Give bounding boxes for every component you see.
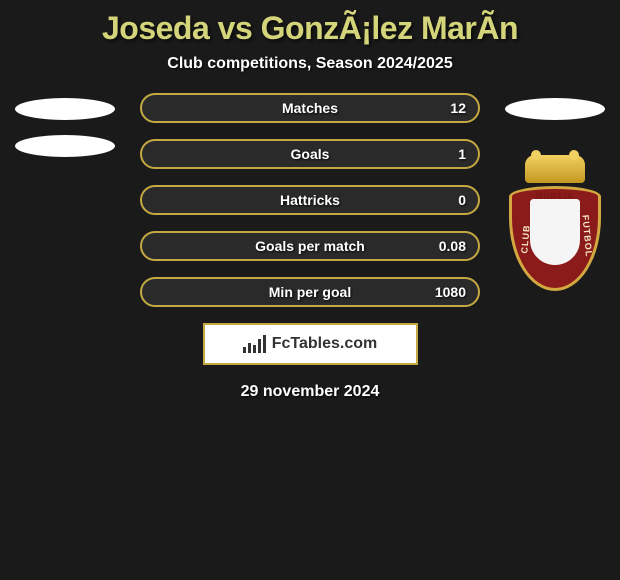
page-title: Joseda vs GonzÃ¡lez MarÃ­n xyxy=(0,0,620,55)
player-placeholder-shape xyxy=(15,98,115,120)
left-player-panel xyxy=(10,93,120,172)
stat-value-right: 1080 xyxy=(435,284,466,300)
stat-label: Goals xyxy=(142,146,478,162)
stat-label: Matches xyxy=(142,100,478,116)
stat-row-goals-per-match: Goals per match 0.08 xyxy=(140,231,480,261)
content-area: Matches 12 Goals 1 Hattricks 0 Goals per… xyxy=(0,93,620,401)
crown-icon xyxy=(525,155,585,183)
shield-icon: MURCIA CLUB FUTBOL xyxy=(509,186,601,291)
player-placeholder-shape xyxy=(15,135,115,157)
crest-text-top: MURCIA xyxy=(536,192,574,201)
page-subtitle: Club competitions, Season 2024/2025 xyxy=(0,55,620,93)
stat-label: Hattricks xyxy=(142,192,478,208)
fctables-badge[interactable]: FcTables.com xyxy=(203,323,418,365)
stat-row-min-per-goal: Min per goal 1080 xyxy=(140,277,480,307)
stat-row-matches: Matches 12 xyxy=(140,93,480,123)
right-player-panel: MURCIA CLUB FUTBOL xyxy=(500,93,610,305)
stat-value-right: 0.08 xyxy=(439,238,466,254)
date-label: 29 november 2024 xyxy=(140,383,480,401)
crest-text-right: FUTBOL xyxy=(580,214,594,257)
stat-row-hattricks: Hattricks 0 xyxy=(140,185,480,215)
bar-chart-icon xyxy=(243,335,266,353)
stat-value-right: 1 xyxy=(458,146,466,162)
site-brand-label: FcTables.com xyxy=(272,335,378,353)
stat-row-goals: Goals 1 xyxy=(140,139,480,169)
player-placeholder-shape xyxy=(505,98,605,120)
stat-value-right: 0 xyxy=(458,192,466,208)
club-crest: MURCIA CLUB FUTBOL xyxy=(505,155,605,305)
stat-label: Goals per match xyxy=(142,238,478,254)
stat-value-right: 12 xyxy=(450,100,466,116)
stats-column: Matches 12 Goals 1 Hattricks 0 Goals per… xyxy=(140,93,480,401)
stat-label: Min per goal xyxy=(142,284,478,300)
